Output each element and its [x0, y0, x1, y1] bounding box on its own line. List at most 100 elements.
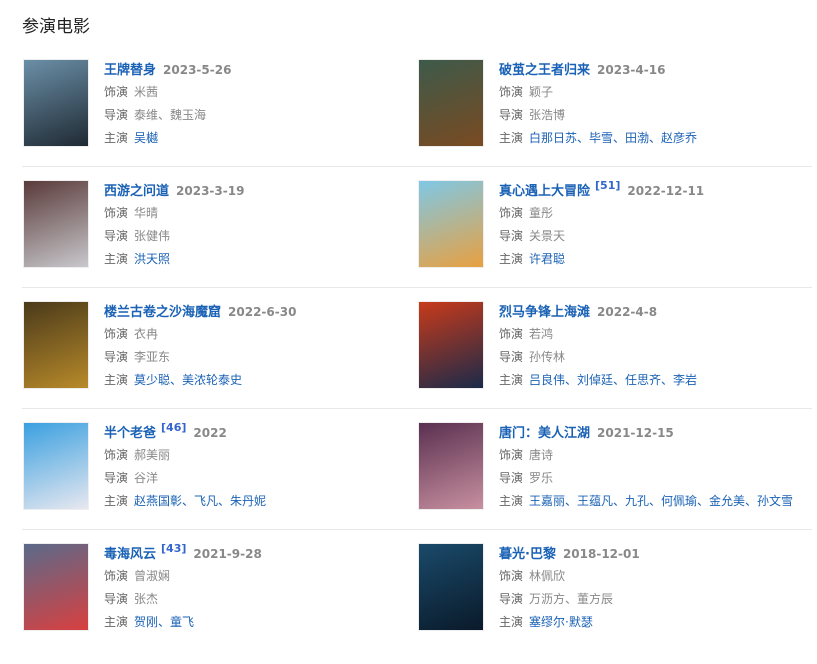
director-value: 万沥方、董方辰: [529, 592, 614, 606]
starring-links[interactable]: 王嘉丽、王蕴凡、九孔、何佩瑜、金允美、孙文雪: [529, 494, 794, 508]
movie-info: 破茧之王者归来 2023-4-16 饰演 颖子 导演 张浩博 主演 白那日苏、毕雪、田…: [499, 59, 697, 150]
release-date: 2021-12-15: [597, 426, 674, 440]
movie-card: 暮光·巴黎 2018-12-01 饰演 林佩欣 导演 万沥方、董方辰 主演 塞缪尔·默…: [417, 543, 812, 664]
role-label: 饰演: [104, 327, 129, 341]
starring-links[interactable]: 吴樾: [134, 131, 159, 145]
movie-info: 烈马争锋上海滩 2022-4-8 饰演 若鸿 导演 孙传林 主演 吕良伟、刘倬廷、任思…: [499, 301, 697, 392]
citation-link[interactable]: [46]: [161, 421, 187, 434]
release-date: 2022-6-30: [228, 305, 297, 319]
starring-links[interactable]: 莫少聪、美浓轮泰史: [134, 373, 243, 387]
movie-card: 半个老爸 [46] 2022 饰演 郝美丽 导演 谷洋 主演 赵燕国彰、飞凡、朱丹妮: [22, 421, 417, 543]
role-label: 饰演: [499, 448, 524, 462]
role-label: 饰演: [104, 85, 129, 99]
movie-title-link[interactable]: 毒海风云: [104, 547, 157, 562]
movie-info: 毒海风云 [43] 2021-9-28 饰演 曾淑娴 导演 张杰 主演 贺刚、童飞: [104, 542, 262, 634]
director-label: 导演: [104, 229, 129, 243]
role-value: 曾淑娴: [134, 569, 171, 583]
role-value: 华晴: [134, 206, 159, 220]
starring-label: 主演: [104, 131, 129, 145]
director-label: 导演: [499, 471, 524, 485]
movie-poster[interactable]: [23, 422, 89, 510]
movie-poster[interactable]: [23, 301, 89, 389]
movie-poster[interactable]: [418, 59, 484, 147]
role-value: 衣冉: [134, 327, 159, 341]
movie-poster[interactable]: [418, 301, 484, 389]
role-label: 饰演: [104, 448, 129, 462]
starring-label: 主演: [104, 373, 129, 387]
director-value: 关景天: [529, 229, 566, 243]
citation-link[interactable]: [43]: [161, 542, 187, 555]
movie-card: 西游之问道 2023-3-19 饰演 华晴 导演 张健伟 主演 洪天照: [22, 180, 417, 301]
director-value: 张杰: [134, 592, 159, 606]
movie-poster[interactable]: [418, 422, 484, 510]
movie-title-link[interactable]: 唐门：美人江湖: [499, 426, 591, 441]
director-label: 导演: [104, 592, 129, 606]
starring-label: 主演: [499, 131, 524, 145]
movie-title-link[interactable]: 破茧之王者归来: [499, 63, 591, 78]
starring-label: 主演: [104, 252, 129, 266]
starring-links[interactable]: 许君聪: [529, 252, 566, 266]
role-label: 饰演: [104, 569, 129, 583]
release-date: 2022: [193, 426, 227, 440]
role-value: 林佩欣: [529, 569, 566, 583]
movie-row: 楼兰古卷之沙海魔窟 2022-6-30 饰演 衣冉 导演 李亚东 主演 莫少聪、美浓轮…: [22, 287, 812, 422]
movie-title-link[interactable]: 暮光·巴黎: [499, 547, 556, 562]
starring-links[interactable]: 塞缪尔·默瑟: [529, 615, 593, 629]
movie-card: 王牌替身 2023-5-26 饰演 米茜 导演 泰维、魏玉海 主演 吴樾: [22, 59, 417, 180]
movie-card: 破茧之王者归来 2023-4-16 饰演 颖子 导演 张浩博 主演 白那日苏、毕雪、田…: [417, 59, 812, 180]
starring-links[interactable]: 吕良伟、刘倬廷、任思齐、李岩: [529, 373, 698, 387]
director-label: 导演: [104, 350, 129, 364]
movie-title-link[interactable]: 半个老爸: [104, 426, 157, 441]
movie-card: 楼兰古卷之沙海魔窟 2022-6-30 饰演 衣冉 导演 李亚东 主演 莫少聪、美浓轮…: [22, 301, 417, 422]
starring-label: 主演: [104, 494, 129, 508]
starring-label: 主演: [104, 615, 129, 629]
director-value: 谷洋: [134, 471, 159, 485]
movie-row: 王牌替身 2023-5-26 饰演 米茜 导演 泰维、魏玉海 主演 吴樾 破茧之王者归…: [22, 59, 812, 180]
release-date: 2022-12-11: [627, 184, 705, 198]
movie-info: 楼兰古卷之沙海魔窟 2022-6-30 饰演 衣冉 导演 李亚东 主演 莫少聪、美浓轮…: [104, 301, 296, 392]
movie-info: 唐门：美人江湖 2021-12-15 饰演 唐诗 导演 罗乐 主演 王嘉丽、王蕴凡、九…: [499, 422, 793, 513]
movie-info: 西游之问道 2023-3-19 饰演 华晴 导演 张健伟 主演 洪天照: [104, 180, 244, 271]
role-label: 饰演: [499, 85, 524, 99]
release-date: 2023-5-26: [163, 63, 232, 77]
starring-label: 主演: [499, 494, 524, 508]
movie-poster[interactable]: [23, 180, 89, 268]
citation-link[interactable]: [51]: [595, 179, 621, 192]
movie-title-link[interactable]: 楼兰古卷之沙海魔窟: [104, 305, 222, 320]
movie-info: 真心遇上大冒险 [51] 2022-12-11 饰演 童彤 导演 关景天 主演 许君聪: [499, 179, 705, 271]
role-value: 唐诗: [529, 448, 554, 462]
director-value: 张浩博: [529, 108, 566, 122]
role-label: 饰演: [499, 206, 524, 220]
movie-title-link[interactable]: 王牌替身: [104, 63, 157, 78]
starring-label: 主演: [499, 373, 524, 387]
director-label: 导演: [499, 108, 524, 122]
movie-poster[interactable]: [418, 543, 484, 631]
movie-row: 西游之问道 2023-3-19 饰演 华晴 导演 张健伟 主演 洪天照 真心遇上大冒险…: [22, 166, 812, 301]
starring-label: 主演: [499, 252, 524, 266]
release-date: 2023-3-19: [176, 184, 245, 198]
movie-info: 王牌替身 2023-5-26 饰演 米茜 导演 泰维、魏玉海 主演 吴樾: [104, 59, 231, 150]
movie-poster[interactable]: [418, 180, 484, 268]
role-value: 郝美丽: [134, 448, 171, 462]
role-label: 饰演: [104, 206, 129, 220]
section-title: 参演电影: [22, 17, 90, 37]
movie-title-link[interactable]: 烈马争锋上海滩: [499, 305, 591, 320]
starring-links[interactable]: 白那日苏、毕雪、田渤、赵彦乔: [529, 131, 698, 145]
movie-info: 暮光·巴黎 2018-12-01 饰演 林佩欣 导演 万沥方、董方辰 主演 塞缪尔·默…: [499, 543, 640, 634]
movie-title-link[interactable]: 西游之问道: [104, 184, 170, 199]
director-label: 导演: [104, 471, 129, 485]
starring-links[interactable]: 赵燕国彰、飞凡、朱丹妮: [134, 494, 267, 508]
movie-poster[interactable]: [23, 59, 89, 147]
starring-label: 主演: [499, 615, 524, 629]
movie-card: 真心遇上大冒险 [51] 2022-12-11 饰演 童彤 导演 关景天 主演 许君聪: [417, 179, 812, 301]
starring-links[interactable]: 贺刚、童飞: [134, 615, 195, 629]
movie-title-link[interactable]: 真心遇上大冒险: [499, 184, 591, 199]
director-value: 罗乐: [529, 471, 554, 485]
movie-poster[interactable]: [23, 543, 89, 631]
starring-links[interactable]: 洪天照: [134, 252, 171, 266]
movie-card: 毒海风云 [43] 2021-9-28 饰演 曾淑娴 导演 张杰 主演 贺刚、童飞: [22, 542, 417, 664]
release-date: 2022-4-8: [597, 305, 658, 319]
director-value: 孙传林: [529, 350, 566, 364]
release-date: 2023-4-16: [597, 63, 666, 77]
director-label: 导演: [499, 592, 524, 606]
